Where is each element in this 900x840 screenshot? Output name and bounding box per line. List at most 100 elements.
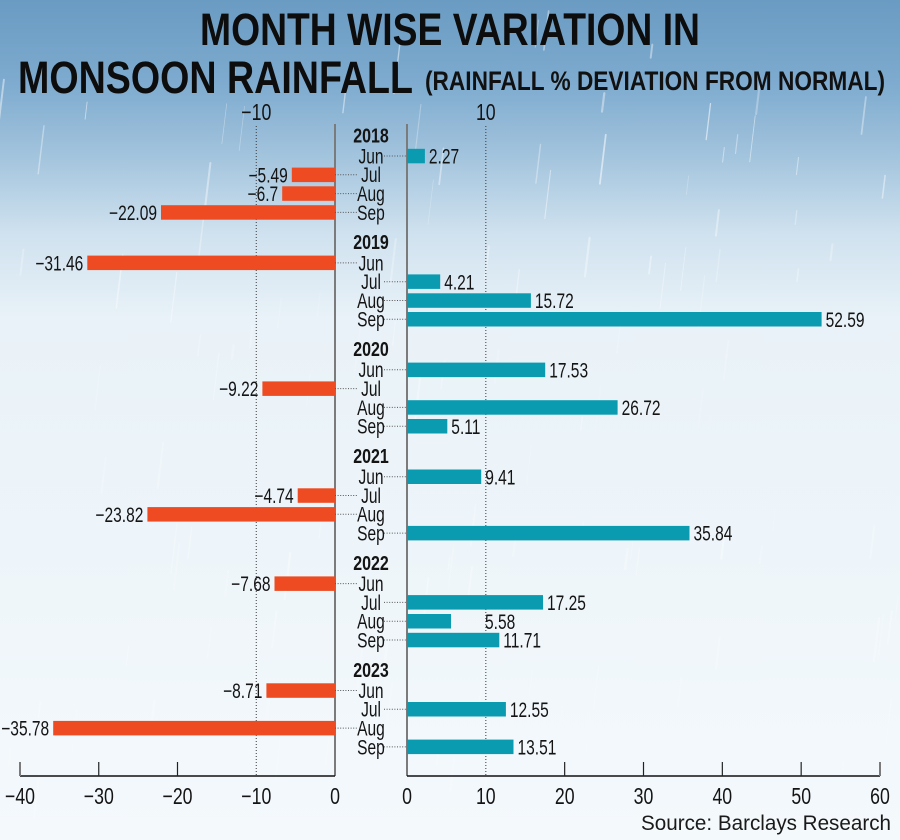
rain-streak xyxy=(170,271,178,323)
rain-streak xyxy=(483,755,490,799)
rain-streak xyxy=(534,19,540,48)
rain-streak xyxy=(212,352,220,400)
month-label: Jul xyxy=(361,484,381,508)
month-label: Aug xyxy=(357,395,385,419)
rain-streak xyxy=(579,416,583,432)
rain-streak xyxy=(276,297,282,329)
month-label: Jul xyxy=(361,377,381,401)
rain-streak xyxy=(447,556,451,571)
rain-streak xyxy=(438,147,445,186)
rain-streak xyxy=(172,543,181,592)
bar-positive xyxy=(407,293,531,308)
rain-streak xyxy=(677,678,682,707)
year-label: 2019 xyxy=(353,232,389,254)
rain-streak xyxy=(680,247,687,292)
rain-streak xyxy=(94,366,101,411)
bar-negative xyxy=(147,507,335,522)
rain-streak xyxy=(230,344,235,360)
bar-negative xyxy=(274,576,335,591)
value-label: 35.84 xyxy=(694,521,733,545)
month-label: Aug xyxy=(357,182,385,206)
bar-negative xyxy=(282,186,335,201)
value-label: 5.58 xyxy=(485,609,515,633)
rain-streak xyxy=(714,209,720,237)
top-axis-label-positive: 10 xyxy=(476,100,496,126)
rain-streak xyxy=(203,161,212,210)
value-label: 52.59 xyxy=(826,308,865,332)
rain-streak xyxy=(382,639,389,678)
year-label: 2020 xyxy=(353,338,389,360)
rain-streak xyxy=(600,92,606,113)
rain-streak xyxy=(221,103,228,145)
rain-streak xyxy=(659,262,666,310)
bar-negative xyxy=(53,720,335,736)
rain-streak xyxy=(755,80,762,116)
rain-streak xyxy=(685,175,690,195)
rain-streak xyxy=(265,699,270,723)
month-label: Sep xyxy=(357,414,385,438)
x-tick-label: −10 xyxy=(241,784,271,810)
bar-negative xyxy=(291,167,335,183)
rain-streak xyxy=(794,210,798,226)
rain-streak xyxy=(544,169,552,220)
rain-streak xyxy=(386,680,393,729)
rain-streak xyxy=(224,570,230,597)
month-label: Jun xyxy=(358,251,383,275)
value-label: 11.71 xyxy=(503,628,541,652)
title-line-2: MONSOON RAINFALL xyxy=(18,52,413,103)
rain-streaks xyxy=(0,10,899,820)
bar-negative xyxy=(262,381,335,396)
rain-streak xyxy=(198,217,205,258)
month-label: Sep xyxy=(357,307,385,331)
rain-streak xyxy=(877,613,885,660)
rain-streak xyxy=(249,324,254,348)
rain-streak xyxy=(342,84,347,114)
rain-streak xyxy=(187,527,193,559)
rain-streak xyxy=(697,388,704,429)
x-tick-label: −20 xyxy=(162,784,192,810)
value-label: 26.72 xyxy=(622,396,661,420)
month-label: Jul xyxy=(361,163,381,187)
rain-streak xyxy=(427,179,434,225)
month-label: Sep xyxy=(357,521,385,545)
rain-streak xyxy=(0,78,5,121)
rain-streak xyxy=(526,442,532,484)
month-label: Jun xyxy=(358,572,383,596)
bar-negative xyxy=(297,488,335,503)
value-label: −35.78 xyxy=(1,716,49,740)
rain-streak xyxy=(232,71,236,92)
bar-positive xyxy=(407,525,690,541)
month-label: Aug xyxy=(357,502,385,526)
rain-streak xyxy=(238,105,245,151)
rain-streak xyxy=(829,243,834,262)
rain-streak xyxy=(170,521,178,575)
rain-streak xyxy=(34,733,37,753)
rain-streak xyxy=(207,626,212,658)
x-tick-label: 0 xyxy=(402,784,412,810)
rain-streak xyxy=(316,293,321,317)
value-label: −31.46 xyxy=(35,251,83,275)
rain-streak xyxy=(722,146,725,163)
bar-negative xyxy=(87,255,335,271)
rain-streak xyxy=(559,706,563,727)
rain-streak xyxy=(271,610,278,649)
rain-streak xyxy=(749,115,756,163)
rain-streak xyxy=(796,268,800,283)
year-label: 2021 xyxy=(353,445,389,467)
bar-positive xyxy=(407,739,514,755)
month-label: Sep xyxy=(357,735,385,759)
bar-positive xyxy=(407,702,506,717)
rain-streak xyxy=(705,103,712,141)
month-label: Jul xyxy=(361,697,381,721)
bar-positive xyxy=(407,274,441,289)
rain-streak xyxy=(353,325,361,379)
rain-streak xyxy=(150,699,156,726)
rain-streak xyxy=(393,41,401,95)
rain-streak xyxy=(389,237,397,286)
month-label: Jun xyxy=(358,144,383,168)
rain-streak xyxy=(894,595,899,621)
x-tick-label: 60 xyxy=(870,784,890,810)
